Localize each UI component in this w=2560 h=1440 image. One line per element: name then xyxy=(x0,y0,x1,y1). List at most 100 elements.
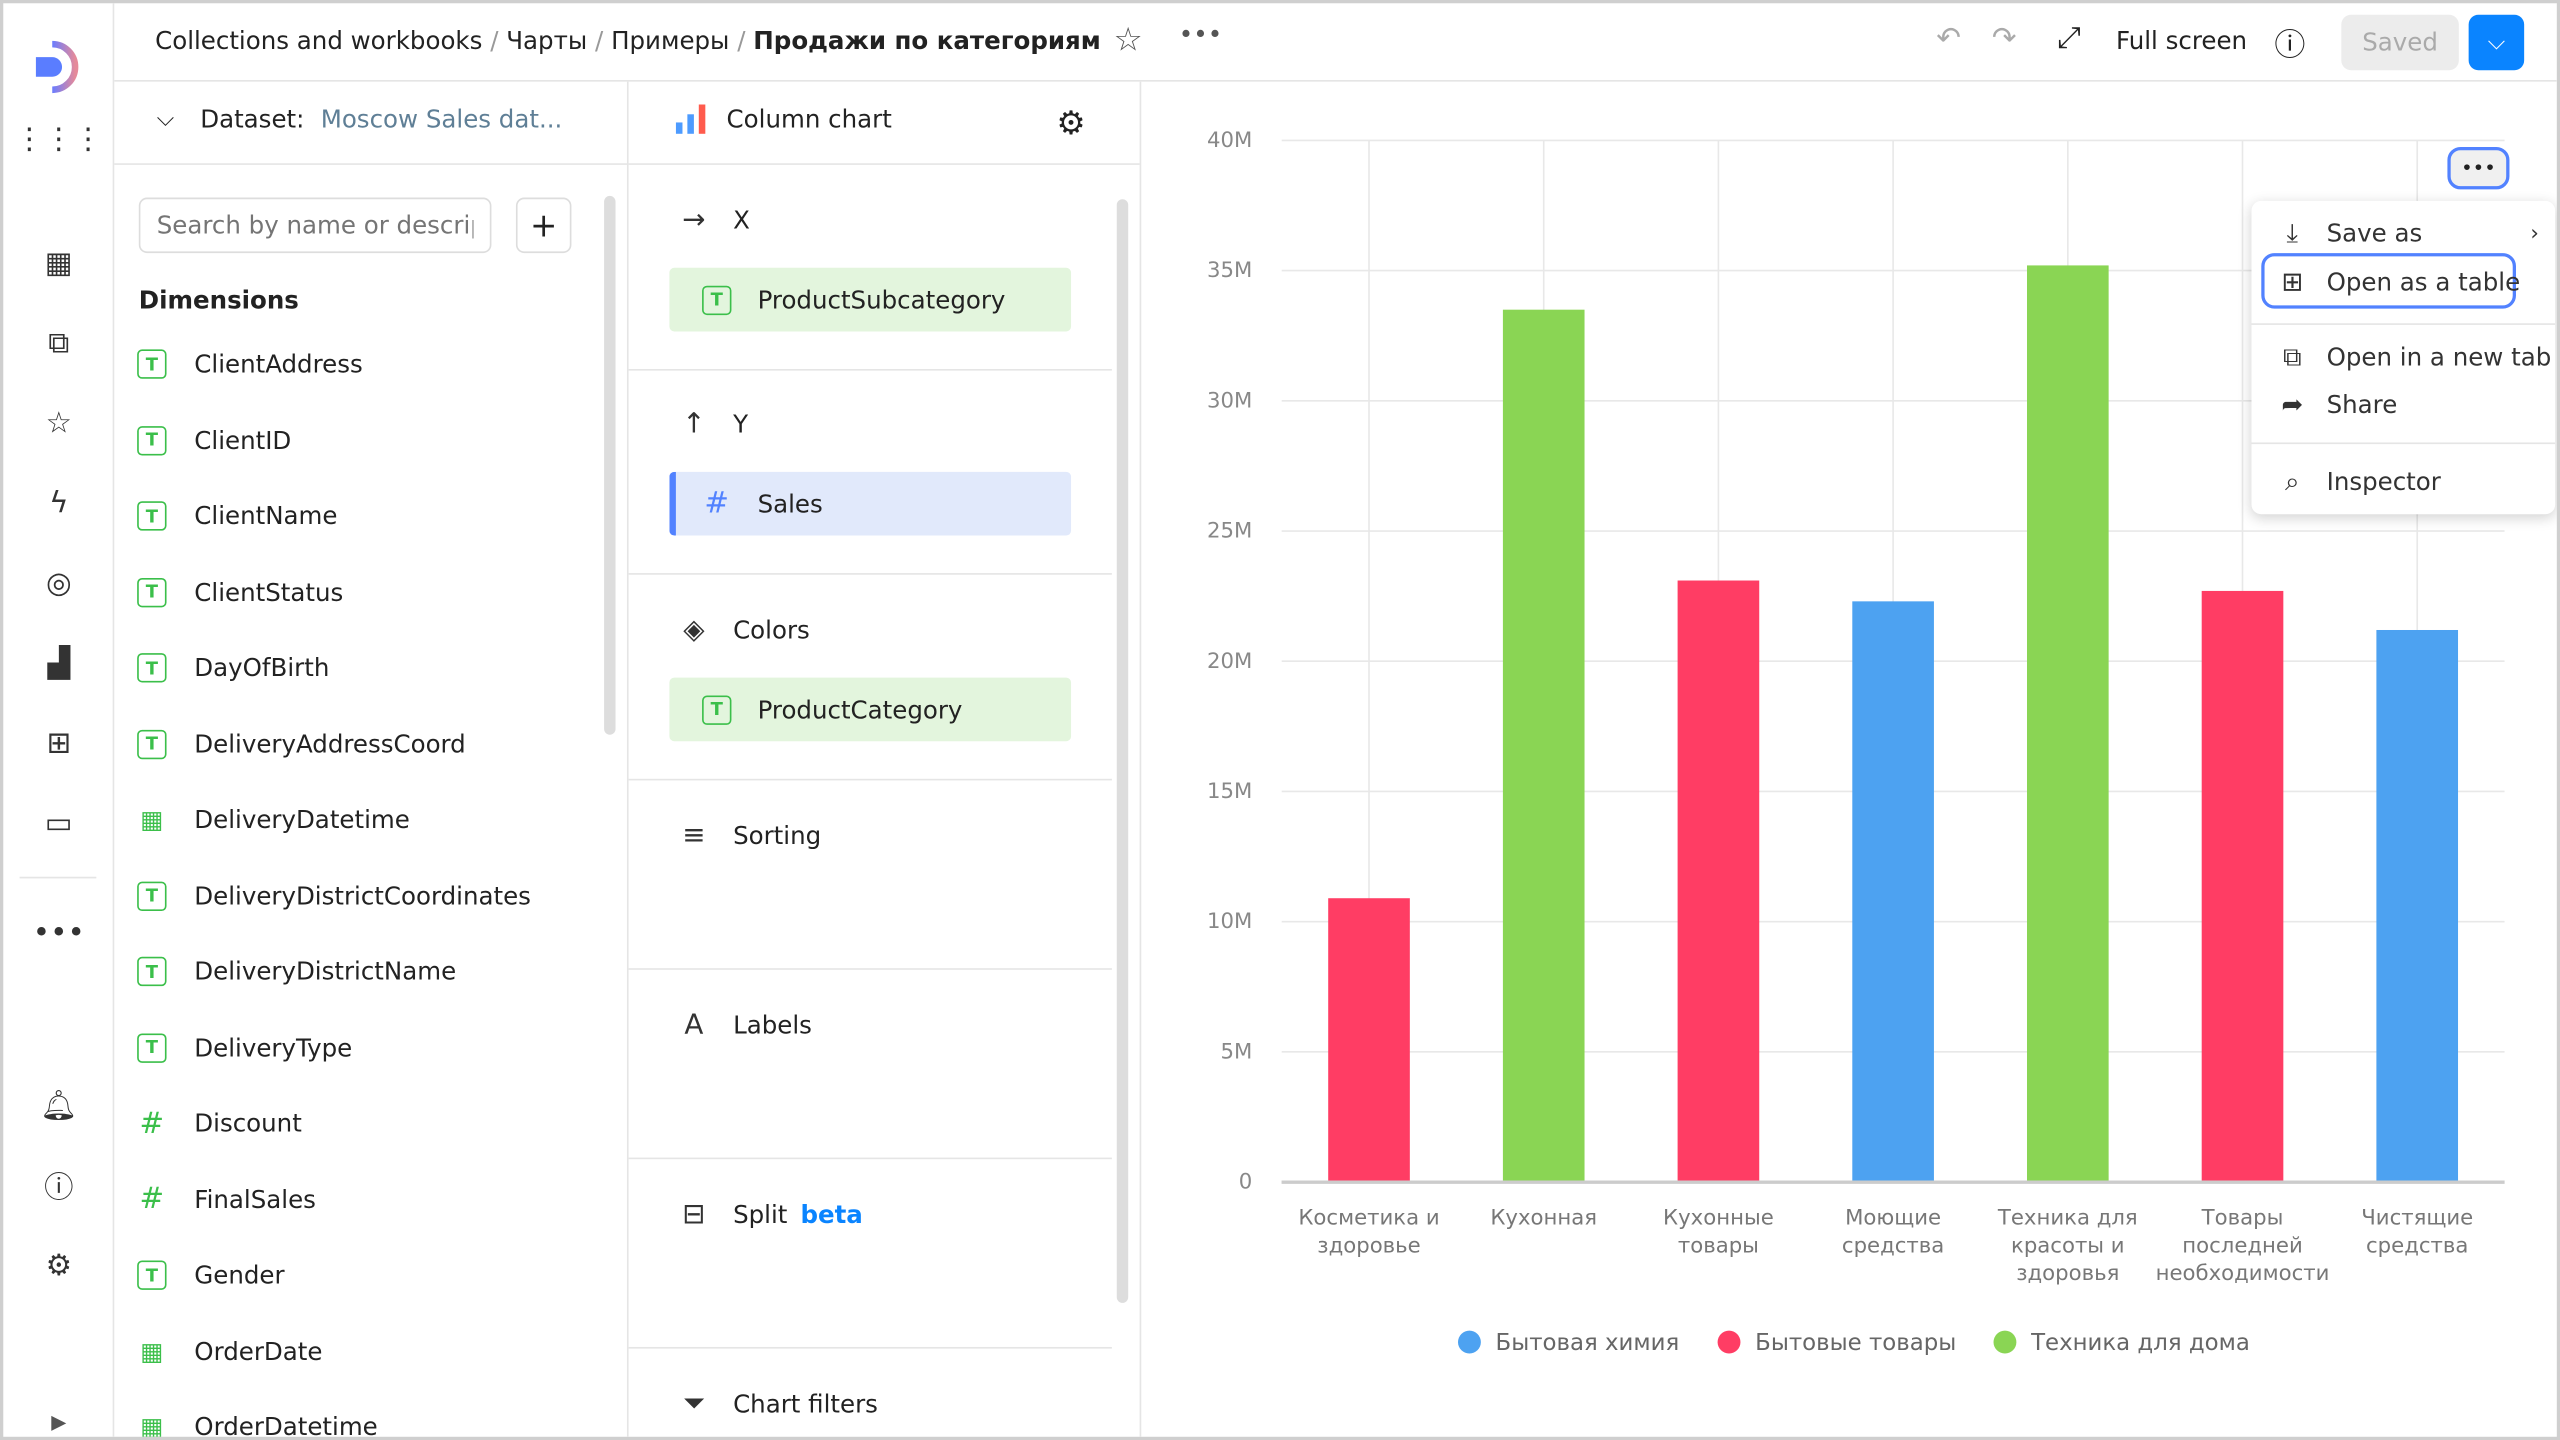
x-tick-label: Чистящие xyxy=(2361,1206,2473,1231)
info-icon[interactable]: ⓘ xyxy=(2274,27,2306,64)
chart-menu: ⤓ Save as › ⊞ Open as a table ⧉ Open in a ne… xyxy=(2251,200,2556,515)
bar[interactable] xyxy=(1677,580,1760,1183)
apps-grid-icon[interactable]: ⋮⋮⋮ xyxy=(14,121,103,156)
breadcrumb-item[interactable]: Примеры xyxy=(611,26,730,56)
saved-button[interactable]: Saved xyxy=(2341,14,2459,71)
y-tick-label: 20M xyxy=(1207,649,1252,674)
dimension-item[interactable]: T Gender xyxy=(137,1260,285,1290)
gear-icon[interactable]: ⚙ xyxy=(1056,102,1086,143)
section-chart-filters[interactable]: ⏷ Chart filters xyxy=(678,1388,878,1421)
dimension-item[interactable]: T DeliveryDistrictName xyxy=(137,956,457,987)
legend-label[interactable]: Бытовая химия xyxy=(1496,1330,1680,1356)
search-input[interactable] xyxy=(138,197,492,254)
workbooks-icon[interactable]: ⧉ xyxy=(48,325,70,361)
bar[interactable] xyxy=(1328,898,1410,1183)
fullscreen-icon[interactable]: ⤢ xyxy=(2057,21,2081,56)
dimension-item[interactable]: T ClientID xyxy=(137,425,291,455)
calendar-icon: ▦ xyxy=(140,1336,164,1366)
breadcrumb-item[interactable]: Чарты xyxy=(506,26,588,56)
text-type-icon: T xyxy=(137,880,167,911)
bar[interactable] xyxy=(2201,590,2284,1183)
logo-icon[interactable] xyxy=(29,38,88,97)
datasets-icon[interactable]: ◎ xyxy=(45,565,72,601)
bar[interactable] xyxy=(2376,629,2459,1183)
legend-label[interactable]: Техника для дома xyxy=(2030,1330,2250,1356)
menu-item-save-as[interactable]: ⤓ Save as › xyxy=(2278,217,2539,250)
y-tick-label: 30M xyxy=(1207,388,1252,413)
menu-item-share[interactable]: ➦ Share xyxy=(2278,389,2397,420)
beta-badge: beta xyxy=(800,1200,863,1230)
dimension-item[interactable]: T DayOfBirth xyxy=(137,653,329,683)
scrollbar[interactable] xyxy=(1116,199,1129,1303)
chart-more-button[interactable]: ••• xyxy=(2447,146,2510,190)
section-split[interactable]: ⊟ Split beta xyxy=(678,1198,863,1231)
save-options-button[interactable]: ⌵ xyxy=(2468,14,2525,71)
section-sorting[interactable]: ≡ Sorting xyxy=(678,819,821,853)
more-icon[interactable]: ••• xyxy=(1178,19,1223,49)
breadcrumb-item[interactable]: Collections and workbooks xyxy=(155,26,483,56)
dimension-item[interactable]: # FinalSales xyxy=(137,1182,316,1217)
dimension-item[interactable]: ▦ OrderDate xyxy=(137,1336,322,1365)
text-type-icon: T xyxy=(702,284,732,315)
chart-type-selector[interactable]: Column chart xyxy=(674,104,1139,134)
dimension-item[interactable]: T DeliveryAddressCoord xyxy=(137,729,466,759)
expand-icon[interactable]: ▶ xyxy=(51,1410,67,1434)
connections-bolt-icon[interactable]: ϟ xyxy=(49,485,69,521)
colors-field[interactable]: T ProductCategory xyxy=(669,677,1072,742)
split-icon: ⊟ xyxy=(682,1198,706,1232)
dataset-name[interactable]: Moscow Sales dat... xyxy=(320,104,563,134)
legend-marker xyxy=(1993,1330,2017,1354)
text-type-icon: T xyxy=(137,577,167,607)
dashboards-icon[interactable]: ⊞ xyxy=(46,725,72,761)
x-tick-label: Кухонные xyxy=(1663,1206,1774,1231)
charts-icon[interactable]: ▟ xyxy=(47,645,71,681)
dimension-item[interactable]: ▦ OrderDatetime xyxy=(137,1412,378,1436)
y-field[interactable]: # Sales xyxy=(669,471,1072,536)
sort-icon: ≡ xyxy=(682,819,706,853)
dimension-item[interactable]: T ClientAddress xyxy=(137,349,363,379)
dimension-label: DeliveryType xyxy=(194,1032,353,1063)
more-icon[interactable]: ••• xyxy=(32,915,85,950)
dataset-selector[interactable]: ⌵ Dataset: Moscow Sales dat... xyxy=(157,104,627,133)
bar[interactable] xyxy=(1502,309,1585,1183)
bell-icon[interactable]: 🔔︎ xyxy=(40,1088,78,1123)
section-labels[interactable]: A Labels xyxy=(678,1009,812,1042)
number-type-icon: # xyxy=(139,1182,165,1217)
redo-icon[interactable]: ↷ xyxy=(1991,21,2017,56)
menu-item-inspector[interactable]: ⌕ Inspector xyxy=(2278,465,2441,498)
x-tick-label: Техника для xyxy=(1997,1206,2138,1231)
bar[interactable] xyxy=(1852,601,1934,1183)
x-tick-label: Моющие xyxy=(1845,1206,1941,1231)
undo-icon[interactable]: ↶ xyxy=(1936,21,1962,56)
menu-item-open-as-table[interactable]: ⊞ Open as a table xyxy=(2278,266,2520,298)
scrollbar[interactable] xyxy=(604,195,616,735)
dimension-label: OrderDate xyxy=(194,1336,323,1366)
x-tick-label: здоровье xyxy=(1317,1233,1420,1258)
dimension-item[interactable]: # Discount xyxy=(137,1106,302,1140)
table-icon: ⊞ xyxy=(2281,266,2304,298)
bar[interactable] xyxy=(2026,265,2109,1183)
star-icon[interactable]: ☆ xyxy=(1113,19,1143,59)
fullscreen-button[interactable]: Full screen xyxy=(2115,26,2248,56)
add-field-button[interactable]: + xyxy=(515,197,572,254)
favorites-star-icon[interactable]: ☆ xyxy=(45,405,72,441)
dimension-item[interactable]: T ClientName xyxy=(137,501,337,531)
filter-icon: ⏷ xyxy=(682,1387,705,1421)
x-tick-label: необходимости xyxy=(2156,1261,2330,1286)
calendar-icon: ▦ xyxy=(140,804,164,835)
collections-icon[interactable]: ▦ xyxy=(44,245,73,281)
paint-bucket-icon: ◈ xyxy=(683,613,705,647)
dimension-item[interactable]: T DeliveryDistrictCoordinates xyxy=(137,880,531,911)
dimension-item[interactable]: T ClientStatus xyxy=(137,577,343,607)
help-icon[interactable]: ⓘ xyxy=(44,1170,74,1205)
legend-label[interactable]: Бытовые товары xyxy=(1755,1330,1956,1356)
dimension-item[interactable]: T DeliveryType xyxy=(137,1032,353,1063)
menu-item-open-new-tab[interactable]: ⧉ Open in a new tab xyxy=(2278,341,2551,374)
dimension-label: DeliveryDistrictCoordinates xyxy=(194,880,531,911)
gear-icon[interactable]: ⚙ xyxy=(45,1248,72,1283)
dimension-label: DeliveryDatetime xyxy=(194,804,410,835)
monitor-icon[interactable]: ▭ xyxy=(44,805,73,841)
dimension-item[interactable]: ▦ DeliveryDatetime xyxy=(137,805,410,834)
x-field[interactable]: T ProductSubcategory xyxy=(669,267,1072,332)
dimension-label: DeliveryDistrictName xyxy=(194,956,457,987)
